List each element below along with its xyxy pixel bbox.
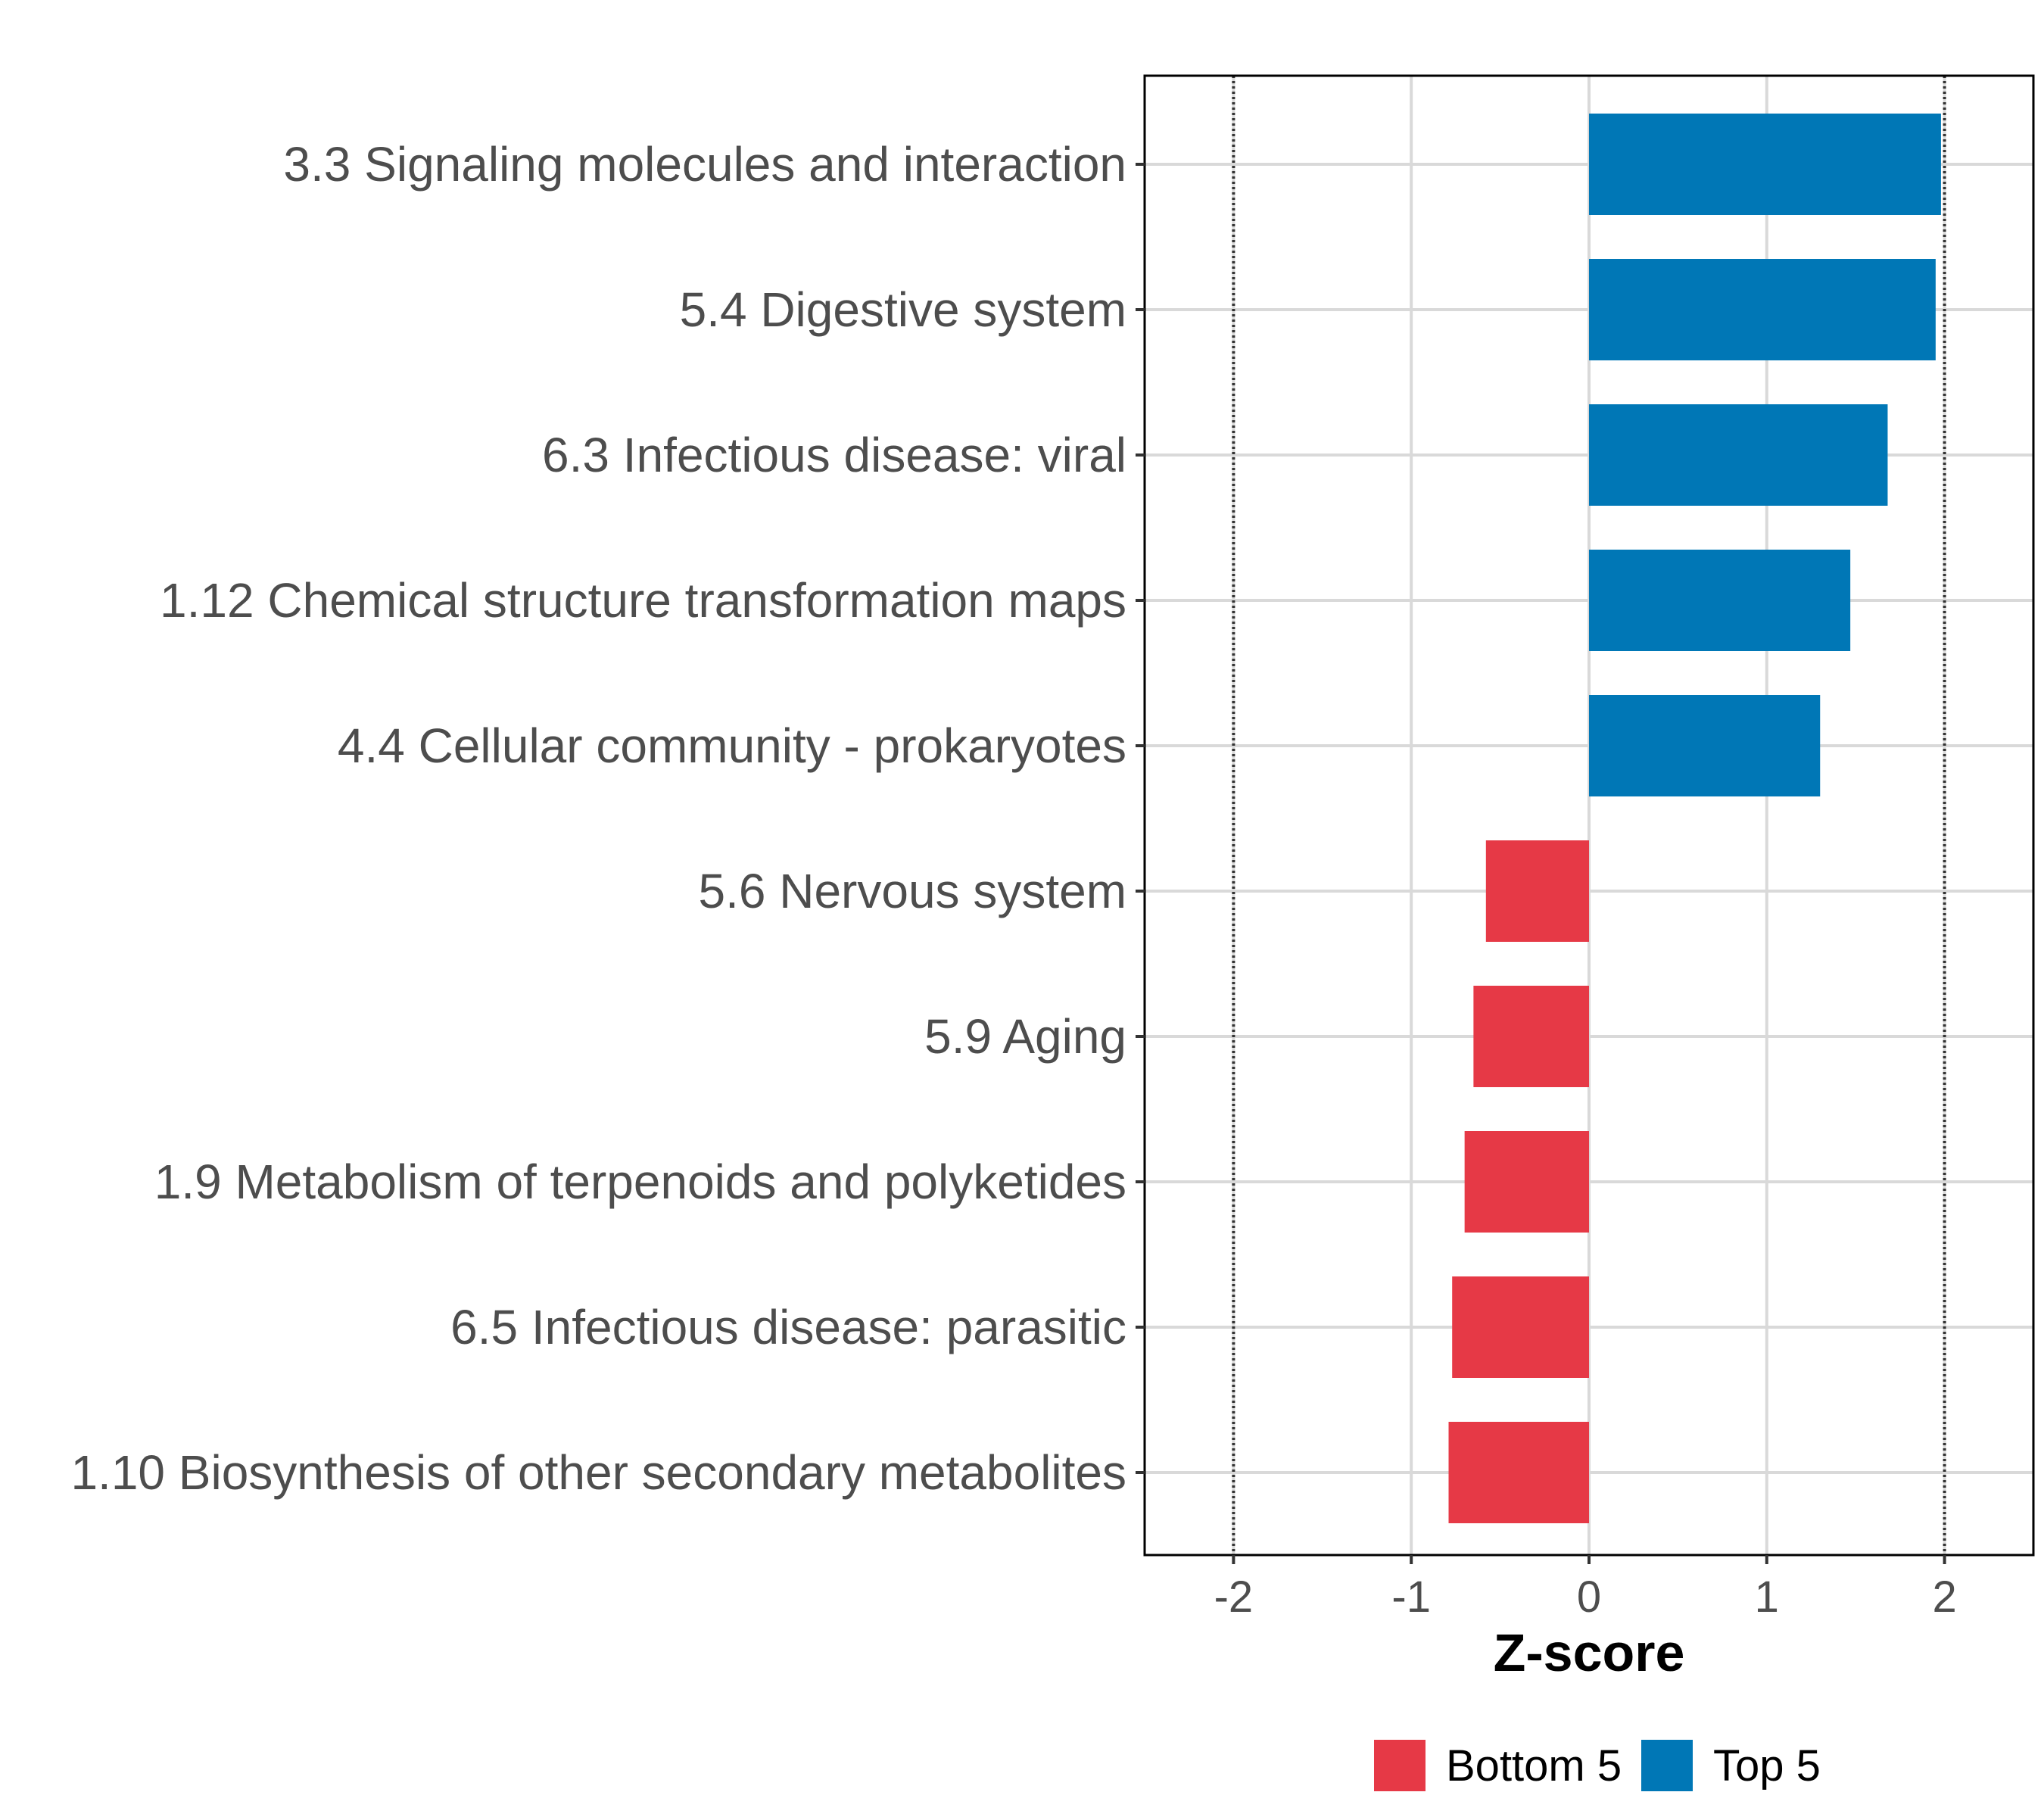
legend-label: Top 5 — [1713, 1741, 1821, 1791]
x-tick-label: 1 — [1755, 1572, 1779, 1622]
bars — [1448, 114, 1941, 1523]
legend-swatch — [1374, 1740, 1426, 1791]
category-label: 5.4 Digestive system — [680, 282, 1126, 337]
bar — [1589, 550, 1851, 651]
bar — [1448, 1422, 1589, 1523]
category-label: 5.9 Aging — [924, 1009, 1126, 1064]
bar — [1452, 1276, 1589, 1378]
legend-label: Bottom 5 — [1446, 1741, 1622, 1791]
x-axis-ticks: -2 -1 0 1 2 — [1214, 1555, 1957, 1622]
category-label: 1.12 Chemical structure transformation m… — [160, 573, 1126, 628]
category-label: 3.3 Signaling molecules and interaction — [283, 137, 1126, 192]
legend-swatch — [1641, 1740, 1693, 1791]
category-label: 1.9 Metabolism of terpenoids and polyket… — [154, 1155, 1126, 1209]
legend: Bottom 5 Top 5 — [1374, 1740, 1821, 1791]
x-tick-label: -1 — [1391, 1572, 1431, 1622]
x-tick-label: 2 — [1932, 1572, 1956, 1622]
category-label: 6.5 Infectious disease: parasitic — [450, 1300, 1126, 1354]
category-label: 6.3 Infectious disease: viral — [542, 428, 1126, 482]
category-label: 4.4 Cellular community - prokaryotes — [338, 718, 1126, 773]
x-tick-label: -2 — [1214, 1572, 1254, 1622]
category-label: 1.10 Biosynthesis of other secondary met… — [70, 1445, 1126, 1500]
x-tick-label: 0 — [1577, 1572, 1601, 1622]
bar — [1464, 1131, 1589, 1233]
bar — [1589, 259, 1936, 360]
bar — [1589, 404, 1888, 506]
y-axis-ticks: 3.3 Signaling molecules and interaction 5… — [70, 137, 1145, 1500]
category-label: 5.6 Nervous system — [698, 864, 1126, 918]
x-axis-title: Z-score — [1494, 1623, 1685, 1682]
bar — [1589, 695, 1821, 796]
bar — [1589, 114, 1941, 215]
bar — [1485, 840, 1589, 942]
bar — [1473, 986, 1589, 1087]
